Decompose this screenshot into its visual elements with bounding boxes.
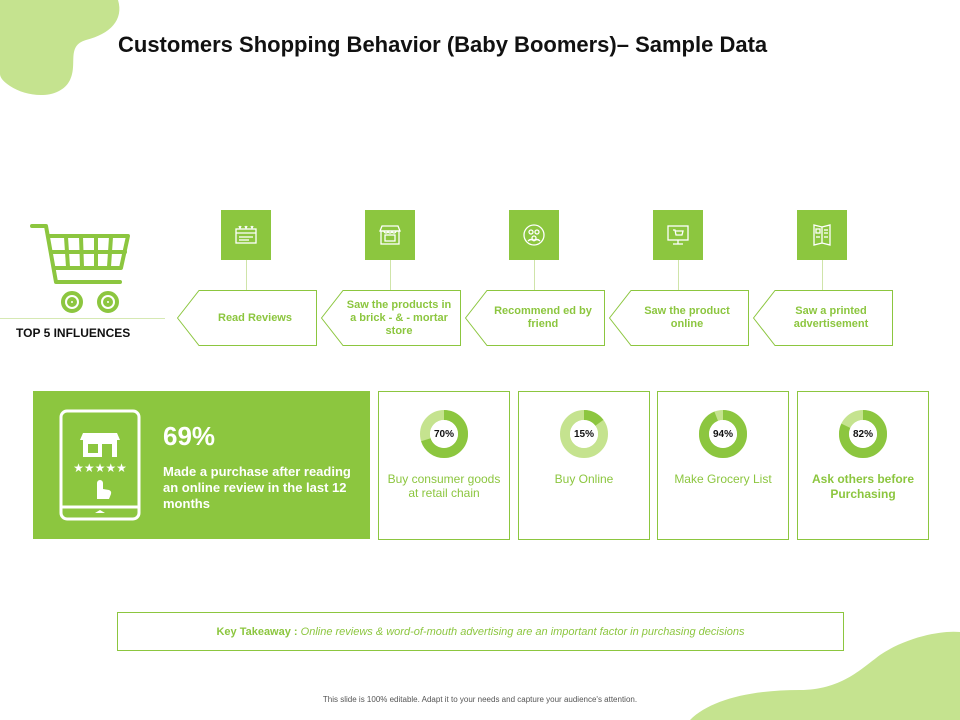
- arrow-box-outline: [321, 290, 461, 346]
- donut-chart: [420, 410, 468, 458]
- storefront-icon: [365, 210, 415, 260]
- reviews-icon: [221, 210, 271, 260]
- influence-item: Saw a printed advertisement: [753, 290, 893, 346]
- stat-label: Make Grocery List: [674, 472, 772, 486]
- takeaway-key: Key Takeaway :: [216, 625, 298, 638]
- brochure-icon: [797, 210, 847, 260]
- footer-note: This slide is 100% editable. Adapt it to…: [322, 695, 638, 704]
- influence-label: Saw the products in a brick - & - mortar…: [346, 298, 452, 337]
- arrow-box-outline: [177, 290, 317, 346]
- stat-label: Ask others before Purchasing: [811, 472, 915, 501]
- stat-card: 70% Buy consumer goods at retail chain: [378, 391, 510, 540]
- takeaway-text: Online reviews & word-of-mouth advertisi…: [300, 625, 745, 638]
- connector-line: [246, 260, 247, 291]
- stat-card: 94% Make Grocery List: [657, 391, 789, 540]
- influence-item: Saw the products in a brick - & - mortar…: [321, 290, 461, 346]
- stat-card: 82% Ask others before Purchasing: [797, 391, 929, 540]
- arrow-box-outline: [609, 290, 749, 346]
- donut-chart: [839, 410, 887, 458]
- decorative-blob-bottom-right: [690, 631, 960, 720]
- donut-percent: 15%: [573, 428, 594, 440]
- donut-percent: 82%: [852, 428, 873, 440]
- friends-icon: [509, 210, 559, 260]
- influence-item: Saw the product online: [609, 290, 749, 346]
- influence-label: Recommend ed by friend: [494, 305, 592, 330]
- stat-label: Buy Online: [554, 472, 614, 486]
- divider: [0, 318, 165, 319]
- donut-percent: 70%: [433, 428, 454, 440]
- influences-heading: TOP 5 INFLUENCES: [16, 326, 131, 340]
- svg-text:★★★★★: ★★★★★: [73, 461, 127, 475]
- connector-line: [678, 260, 679, 291]
- donut-percent: 94%: [712, 428, 733, 440]
- tablet-review-icon: ★★★★★: [59, 409, 141, 521]
- influence-label: Saw the product online: [644, 305, 730, 330]
- influence-label: Saw a printed advertisement: [793, 305, 869, 330]
- arrow-box-outline: [465, 290, 605, 346]
- monitor-cart-icon: [653, 210, 703, 260]
- key-takeaway-box: Key Takeaway : Online reviews & word-of-…: [117, 612, 844, 651]
- stat-card: 15% Buy Online: [518, 391, 650, 540]
- connector-line: [534, 260, 535, 291]
- influence-item: Recommend ed by friend: [465, 290, 605, 346]
- influence-item: Read Reviews: [177, 290, 317, 346]
- influence-label: Read Reviews: [218, 311, 292, 324]
- highlight-percent: 69%: [163, 421, 216, 451]
- donut-chart: [699, 410, 747, 458]
- shopping-cart-icon: [30, 224, 130, 313]
- decorative-blob-top-left: [0, 0, 120, 96]
- highlight-panel: ★★★★★ 69% Made a purchase after reading …: [33, 391, 370, 539]
- page-title: Customers Shopping Behavior (Baby Boomer…: [118, 32, 768, 57]
- highlight-text: Made a purchase after reading an online …: [163, 464, 351, 511]
- stat-label: Buy consumer goods at retail chain: [387, 472, 501, 500]
- arrow-box-outline: [753, 290, 893, 346]
- connector-line: [822, 260, 823, 291]
- connector-line: [390, 260, 391, 291]
- donut-chart: [560, 410, 608, 458]
